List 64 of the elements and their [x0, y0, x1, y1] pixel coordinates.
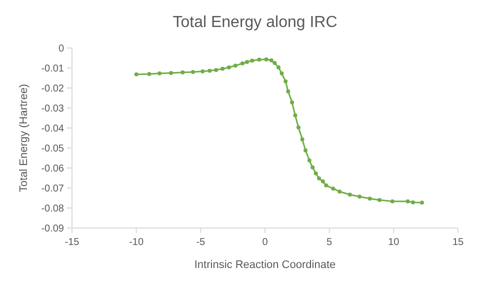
point	[348, 192, 352, 197]
point	[296, 125, 300, 130]
point	[250, 58, 254, 63]
point	[134, 72, 138, 76]
point	[304, 148, 308, 152]
point	[406, 199, 410, 204]
point	[358, 194, 362, 199]
point	[190, 70, 195, 74]
point	[233, 64, 238, 68]
point	[314, 171, 318, 176]
point	[331, 186, 336, 191]
point	[293, 113, 298, 118]
y-tick-label: -0.01	[41, 64, 64, 74]
point	[244, 60, 249, 64]
point	[420, 200, 424, 205]
y-tick-label: -0.03	[41, 104, 64, 114]
point	[147, 72, 152, 76]
point	[226, 65, 231, 70]
point	[410, 200, 415, 204]
point	[208, 68, 212, 73]
x-tick-label: -15	[64, 237, 80, 248]
point	[157, 71, 162, 76]
point	[290, 100, 294, 104]
x-tick-label: -10	[129, 237, 144, 248]
point	[257, 58, 262, 62]
point	[368, 196, 372, 201]
point	[169, 71, 174, 75]
point	[272, 61, 277, 65]
point	[214, 68, 218, 72]
point	[338, 190, 342, 194]
point	[310, 165, 315, 170]
x-axis-title: Intrinsic Reaction Coordinate	[194, 259, 336, 271]
x-tick-label: 10	[388, 237, 400, 248]
point	[269, 58, 274, 62]
point	[220, 66, 225, 71]
x-tick-label: -5	[196, 237, 206, 248]
point	[378, 198, 382, 202]
y-axis-title: Total Energy (Hartree)	[18, 84, 30, 192]
y-tick-label: -0.06	[41, 164, 64, 174]
point	[307, 158, 312, 162]
point	[280, 71, 284, 76]
point	[300, 137, 304, 142]
point	[200, 69, 205, 74]
y-tick-label: -0.07	[41, 184, 64, 194]
y-tick-label: -0.02	[41, 84, 64, 94]
point	[324, 183, 328, 188]
x-tick-label: 15	[452, 237, 464, 248]
y-tick-label: -0.08	[41, 204, 64, 214]
point	[390, 199, 394, 204]
y-tick-label: -0.09	[41, 224, 64, 234]
y-tick-label: -0.05	[41, 144, 64, 154]
point	[240, 61, 244, 66]
point	[264, 57, 268, 62]
point	[320, 179, 325, 184]
point	[276, 65, 281, 70]
point	[284, 79, 288, 84]
point	[317, 176, 322, 180]
y-tick-label: 0	[58, 44, 64, 54]
x-tick-label: 0	[262, 237, 268, 248]
point	[180, 70, 185, 74]
point	[286, 89, 290, 94]
x-tick-label: 5	[326, 237, 333, 248]
y-tick-label: -0.04	[41, 124, 64, 134]
chart-title: Total Energy along IRC	[172, 14, 338, 31]
